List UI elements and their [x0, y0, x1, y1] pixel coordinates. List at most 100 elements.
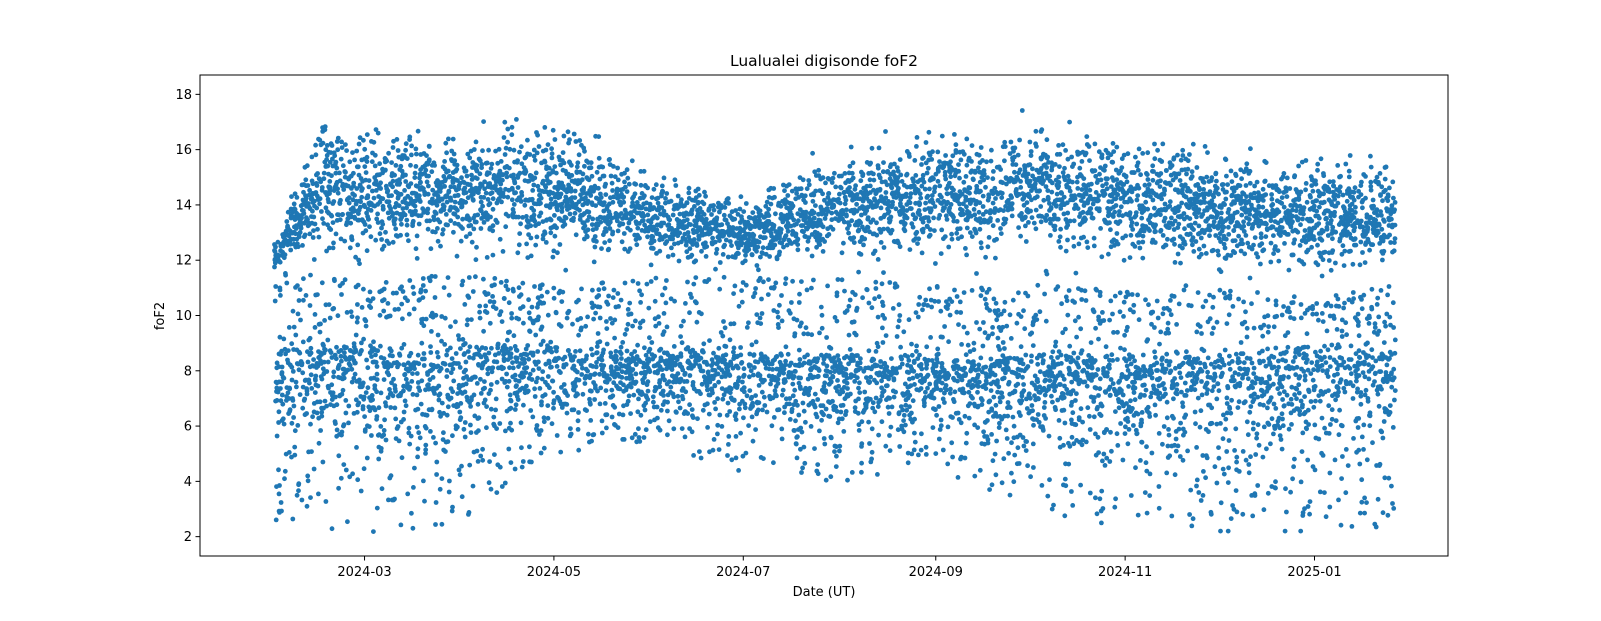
data-point	[272, 298, 278, 304]
data-point	[402, 398, 408, 404]
data-point	[822, 441, 828, 447]
data-point	[678, 354, 684, 359]
data-point	[564, 315, 570, 321]
data-point	[701, 201, 707, 207]
data-point	[550, 378, 556, 384]
data-point	[771, 415, 777, 420]
data-point	[394, 290, 399, 296]
data-point	[339, 358, 344, 364]
data-point	[399, 345, 405, 351]
data-point	[410, 284, 416, 290]
data-point	[809, 332, 815, 338]
data-point	[473, 139, 479, 145]
data-point	[633, 181, 639, 187]
data-point	[747, 388, 753, 393]
data-point	[873, 286, 879, 291]
data-point	[466, 295, 472, 300]
data-point	[845, 477, 850, 483]
data-point	[675, 393, 681, 399]
data-point	[744, 393, 750, 399]
data-point	[576, 152, 582, 158]
data-point	[534, 423, 540, 428]
data-point	[325, 337, 331, 343]
data-point	[717, 412, 723, 418]
data-point	[316, 234, 322, 240]
data-point	[722, 242, 727, 248]
data-point	[820, 224, 826, 230]
data-point	[579, 286, 584, 292]
data-point	[715, 431, 720, 437]
data-point	[333, 394, 338, 400]
data-point	[660, 188, 665, 194]
data-point	[516, 285, 522, 291]
data-point	[807, 385, 813, 391]
data-point	[762, 235, 768, 241]
data-point	[673, 183, 679, 188]
data-point	[899, 361, 905, 367]
data-point	[297, 287, 303, 292]
data-point	[422, 356, 427, 362]
data-point	[543, 184, 549, 190]
data-point	[555, 250, 560, 256]
data-point	[307, 380, 312, 386]
data-point	[727, 409, 733, 414]
data-point	[304, 391, 310, 397]
data-point	[500, 177, 505, 183]
data-point	[851, 319, 857, 325]
data-point	[361, 336, 366, 342]
data-point	[628, 384, 634, 390]
data-point	[473, 374, 478, 380]
data-point	[395, 424, 401, 429]
data-point	[903, 191, 909, 197]
data-point	[423, 451, 428, 456]
data-point	[777, 302, 782, 308]
data-point	[543, 147, 549, 153]
data-point	[630, 323, 635, 329]
data-point	[421, 478, 426, 484]
data-point	[498, 309, 504, 314]
data-point	[481, 220, 487, 225]
data-point	[912, 416, 917, 422]
data-point	[572, 354, 577, 359]
data-point	[415, 352, 421, 358]
data-point	[518, 420, 524, 426]
data-point	[439, 338, 444, 344]
data-point	[529, 304, 535, 310]
data-point	[439, 476, 445, 481]
data-point	[359, 340, 364, 346]
data-point	[727, 373, 733, 378]
data-point	[517, 231, 523, 237]
data-point	[398, 522, 404, 528]
data-point	[695, 186, 701, 192]
data-point	[520, 280, 526, 286]
data-point	[712, 400, 717, 405]
data-point	[467, 462, 473, 468]
data-point	[482, 397, 488, 403]
data-point	[547, 179, 553, 185]
data-point	[354, 409, 360, 415]
data-point	[431, 435, 436, 440]
data-point	[511, 147, 517, 153]
data-point	[319, 280, 325, 286]
data-point	[830, 398, 835, 404]
data-point	[895, 179, 901, 185]
data-point	[407, 278, 413, 283]
data-point	[672, 177, 678, 183]
data-point	[536, 221, 542, 227]
data-point	[815, 356, 821, 361]
data-point	[509, 311, 514, 316]
data-point	[462, 341, 468, 346]
data-point	[390, 178, 396, 184]
data-point	[439, 314, 445, 319]
data-point	[542, 392, 548, 398]
data-point	[687, 402, 692, 408]
data-point	[793, 441, 799, 447]
data-point	[465, 349, 471, 354]
data-point	[378, 424, 384, 429]
data-point	[757, 373, 763, 378]
data-point	[843, 197, 849, 203]
data-point	[539, 399, 544, 405]
data-point	[869, 305, 875, 311]
data-point	[831, 203, 837, 209]
data-point	[363, 318, 369, 324]
